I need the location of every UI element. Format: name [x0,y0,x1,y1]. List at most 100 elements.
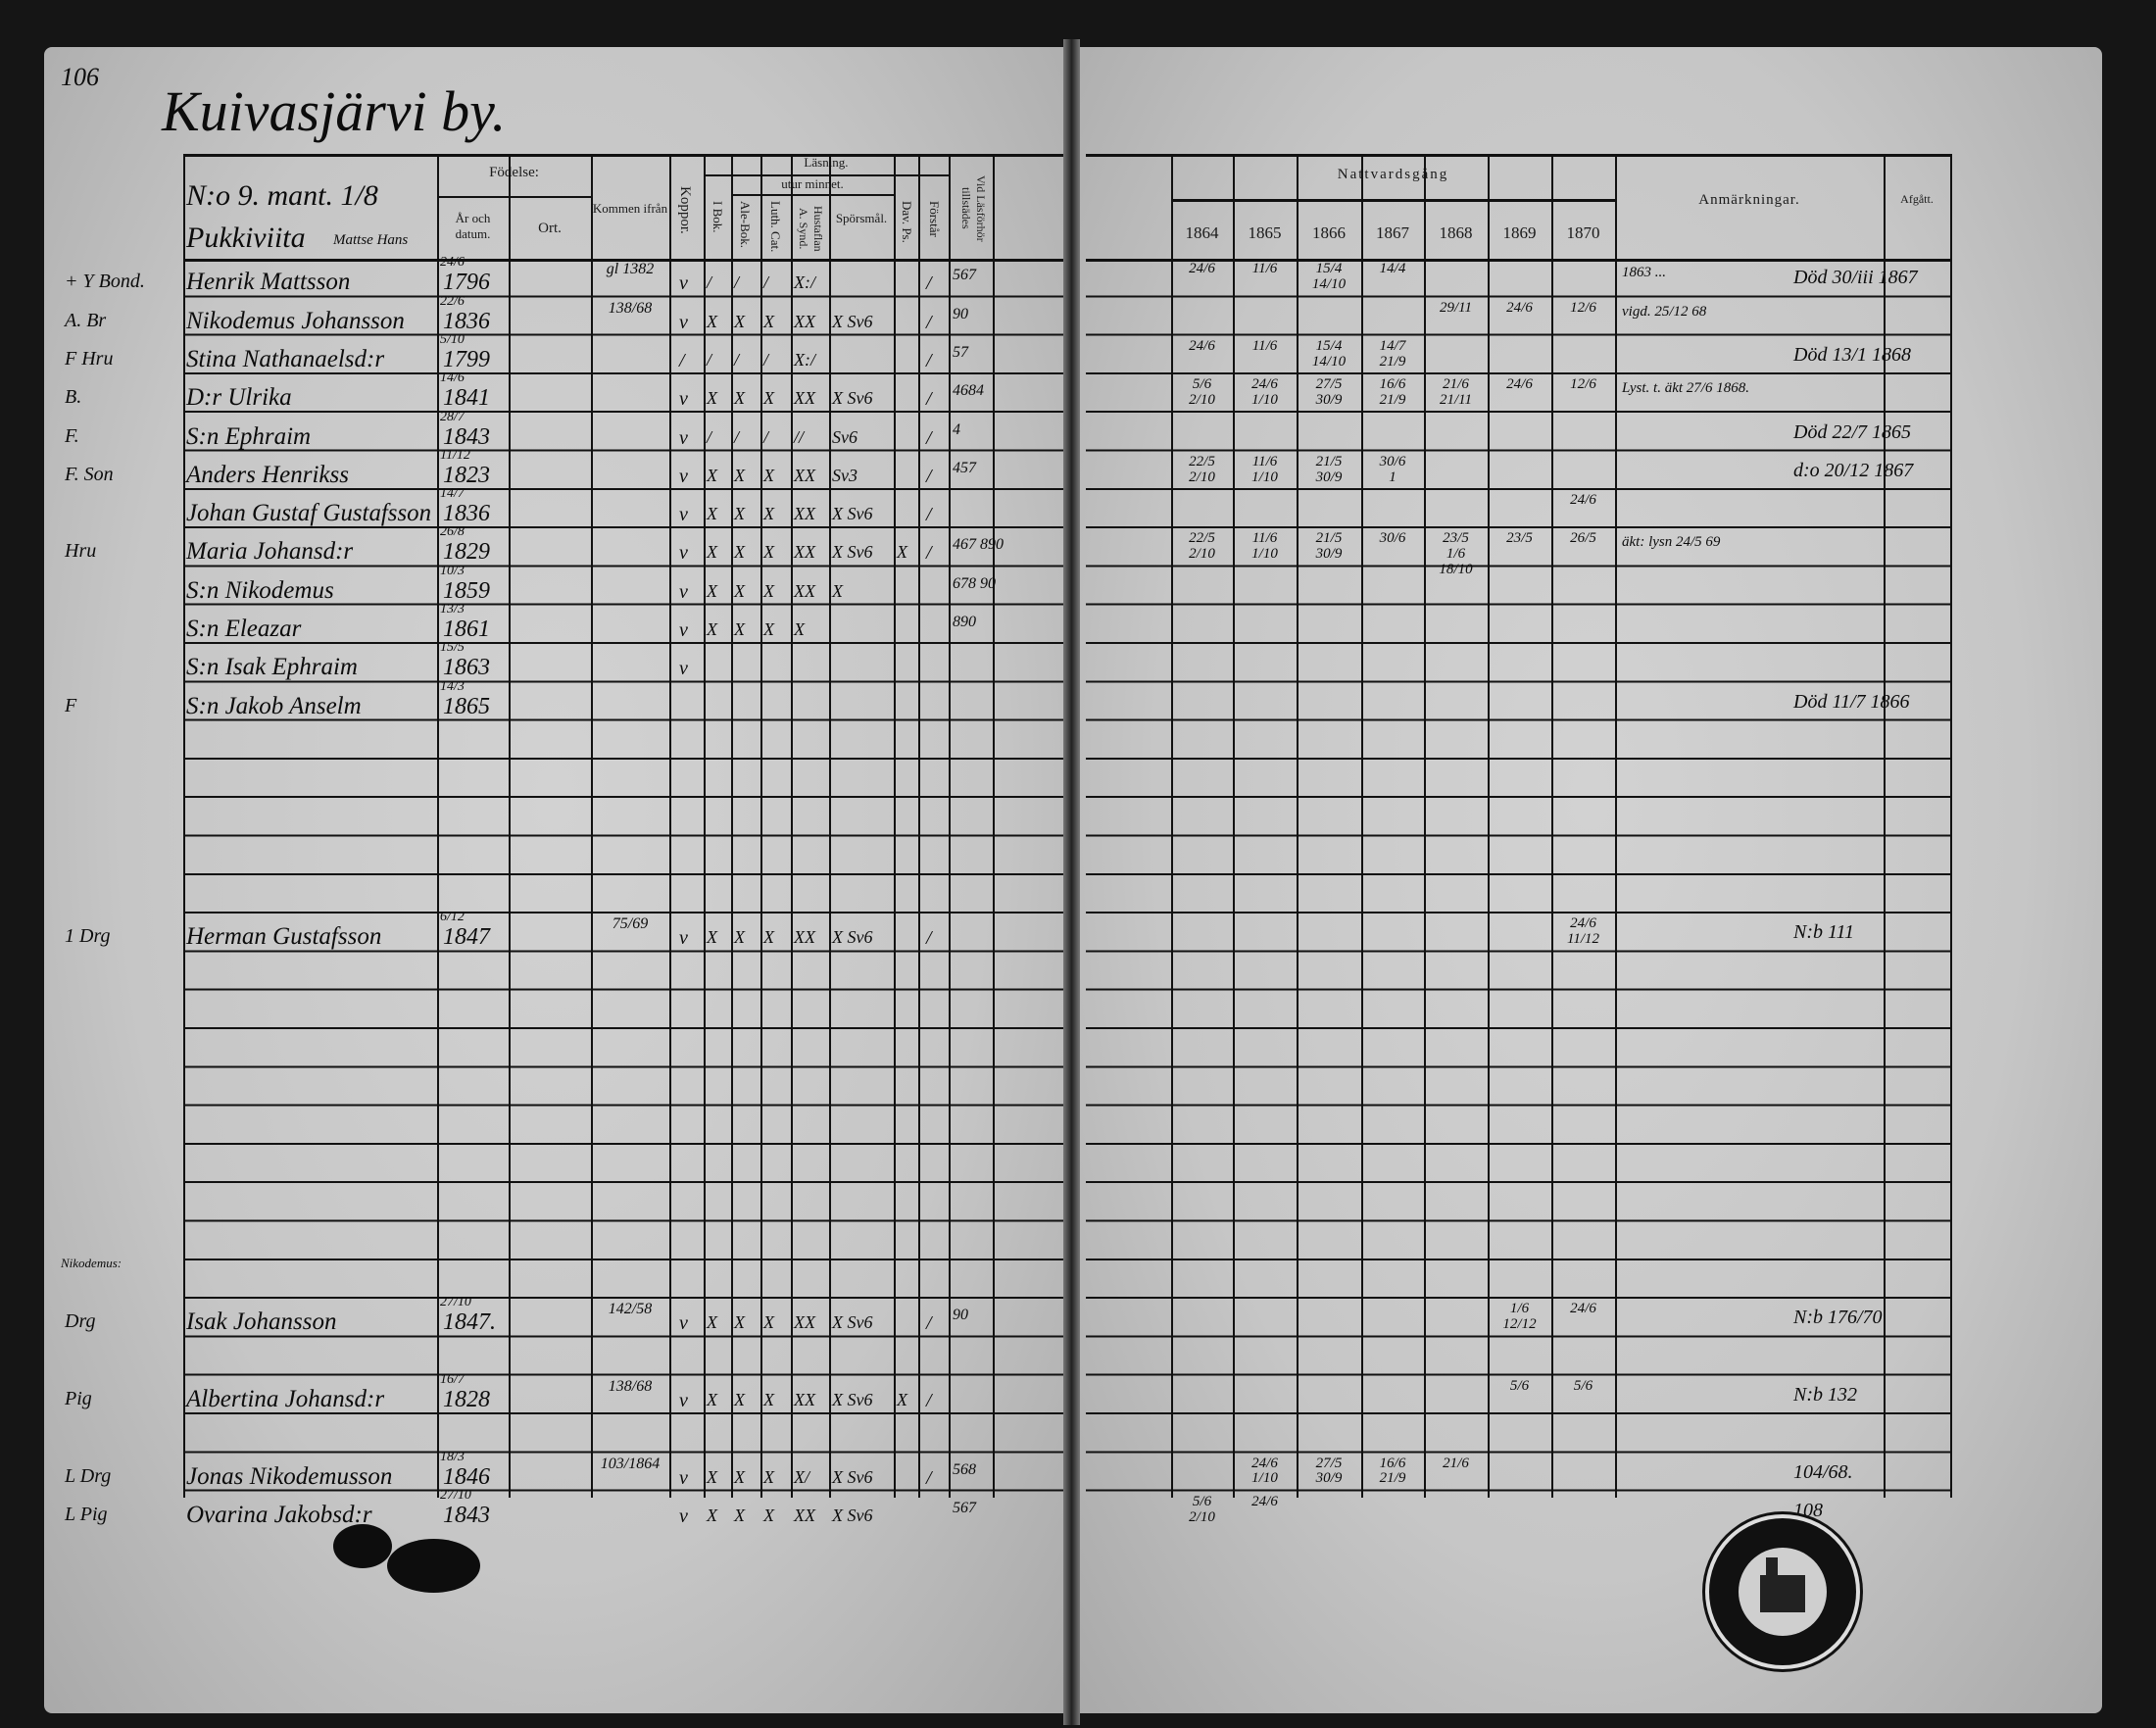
departed: 104/68. [1793,1460,1853,1483]
birth-year: 1799 [443,346,490,372]
birth-year: 1865 [443,693,490,719]
homestead-number: N:o 9. mant. 1/8 [186,179,378,212]
reading-mark: X [763,1505,774,1525]
row-status-prefix: 1 Drg [65,925,111,948]
birth-year: 1843 [443,423,490,450]
birth-year: 1836 [443,308,490,334]
column-divider [704,154,706,1498]
header-place: Ort. [538,221,562,236]
birth-day-month: 11/12 [440,447,470,463]
reading-mark: X [763,927,774,948]
row-status-prefix: F [65,694,77,716]
smallpox-mark: v [679,580,688,603]
header-abc-book: Ale-Bok. [738,201,753,249]
reading-mark: X [734,1505,745,1525]
reading-mark: X Sv6 [832,927,873,948]
reading-mark: X [734,388,745,409]
column-divider [1171,154,1173,1498]
reading-mark: X [734,504,745,524]
page-number: 106 [61,63,99,91]
reading-mark: X [707,927,717,948]
row-status-prefix: L Drg [65,1464,112,1487]
exam-attendance: 568 [953,1460,976,1478]
row-status-prefix: + Y Bond. [65,271,145,293]
departed: Död 13/1 1868 [1793,343,1911,366]
came-from: 138/68 [608,1378,653,1395]
exam-attendance: 4684 [953,382,984,400]
came-from: 75/69 [612,915,649,933]
person-name: Isak Johansson [186,1308,337,1336]
year-header-1870: 1870 [1566,223,1600,242]
communion-date-1867: 14/7 21/9 [1379,337,1406,370]
communion-date-1865: 11/6 1/10 [1251,453,1278,485]
year-header-1869: 1869 [1502,223,1537,242]
communion-date-1864: 22/5 2/10 [1189,453,1215,485]
birth-day-month: 13/3 [440,602,465,617]
communion-date-1868: 21/6 [1443,1455,1469,1471]
departed: N:b 132 [1793,1384,1857,1406]
exam-attendance: 90 [953,305,968,322]
communion-date-1865: 11/6 1/10 [1251,530,1278,563]
communion-date-1870: 12/6 [1570,376,1596,393]
reading-mark: X [707,1390,717,1409]
reading-mark: X/ [794,1466,809,1487]
birth-day-month: 24/6 [440,255,465,271]
column-divider [829,154,831,1498]
year-header-1868: 1868 [1439,223,1473,242]
exam-attendance: 467 890 [953,536,1004,554]
reading-mark: / [707,272,712,293]
birth-year: 1836 [443,501,490,527]
came-from: 138/68 [608,299,653,317]
reading-mark: X [707,580,717,601]
reading-mark: XX [794,1390,815,1409]
column-divider [437,154,439,1498]
reading-mark: / [734,349,740,370]
birth-day-month: 14/3 [440,678,465,694]
row-status-prefix: L Pig [65,1503,108,1525]
row-status-prefix: A. Br [65,309,107,331]
exam-attendance: 457 [953,459,976,476]
understands-mark: / [926,504,932,526]
column-divider [993,154,995,1498]
communion-date-1869: 24/6 [1506,376,1533,393]
reading-mark: X [897,1390,907,1409]
smallpox-mark: v [679,1505,688,1527]
departed: N:b 111 [1793,921,1855,944]
reading-mark: X:/ [794,272,815,293]
communion-date-1870: 26/5 [1570,530,1596,547]
communion-date-1869: 24/6 [1506,299,1533,316]
reading-mark: X [734,619,745,639]
communion-date-1866: 15/4 14/10 [1311,337,1347,370]
communion-date-1866: 27/5 30/9 [1315,376,1343,408]
communion-date-1867: 30/6 1 [1379,453,1406,485]
birth-year: 1846 [443,1463,490,1490]
header-year-date: År och datum. [455,211,491,241]
birth-year: 1847 [443,924,490,951]
birth-year: 1828 [443,1387,490,1412]
understands-mark: / [926,927,932,950]
column-divider [1615,154,1617,1498]
reading-mark: X [763,465,774,485]
birth-day-month: 28/7 [440,409,465,424]
reading-mark: XX [794,465,815,485]
smallpox-mark: v [679,1466,688,1489]
column-divider [509,154,511,1498]
header-luth-cat: Luth. Cat. [768,201,783,253]
reading-mark: X [763,542,774,563]
birth-day-month: 22/6 [440,293,465,309]
birth-year: 1863 [443,655,490,681]
reading-mark: X [763,580,774,601]
person-name: S:n Eleazar [186,616,302,642]
header-came-from: Kommen ifrån [592,201,668,216]
reading-mark: XX [794,927,815,948]
birth-day-month: 26/8 [440,524,465,540]
year-header-1867: 1867 [1376,223,1409,242]
smallpox-mark: v [679,927,688,950]
smallpox-mark: v [679,658,688,680]
church-tower-icon [1766,1557,1778,1579]
departed: Död 11/7 1866 [1793,690,1910,713]
reading-mark: X [707,311,717,331]
reading-mark: X [734,1466,745,1487]
communion-date-1868: 23/5 1/6 18/10 [1439,530,1473,577]
exam-attendance: 57 [953,343,968,361]
